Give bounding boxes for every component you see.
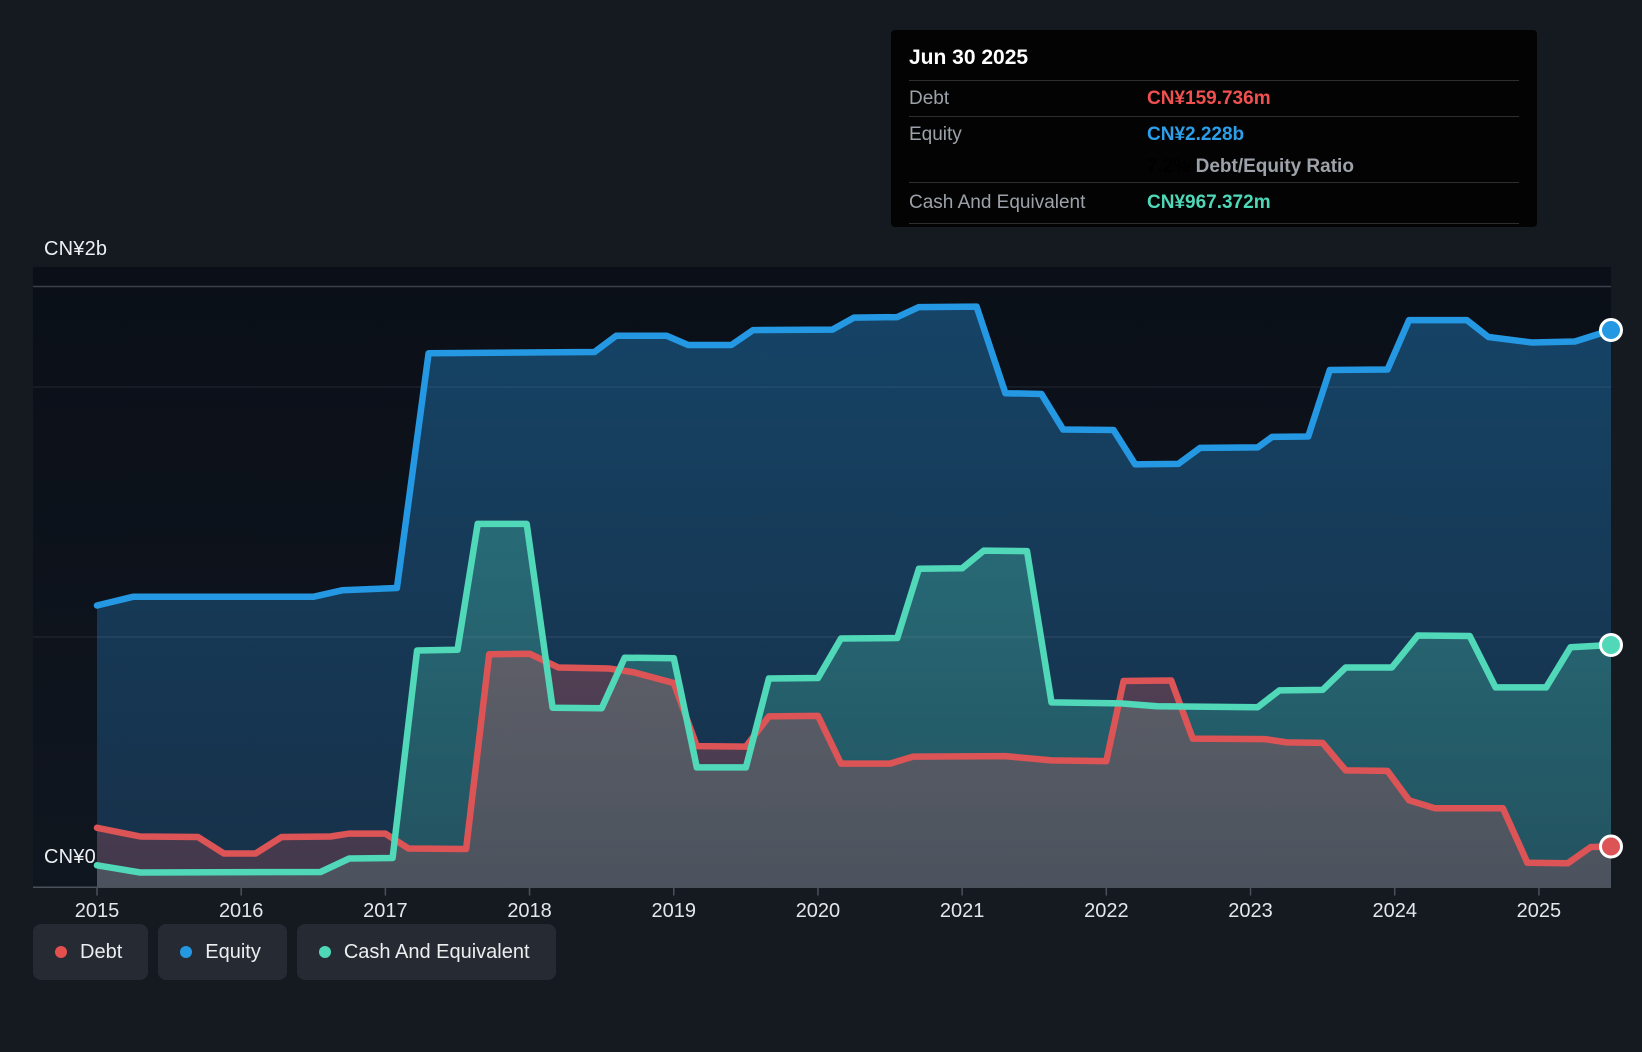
x-axis-labels: 2015 2016 2017 2018 2019 2020 2021 2022 2023 2024… xyxy=(0,900,1642,928)
debt-area xyxy=(97,653,1611,887)
cash-line xyxy=(93,520,1615,876)
x-tick-label-2020: 2020 xyxy=(795,900,841,922)
debt-end-marker xyxy=(1598,834,1623,859)
legend-cash-label: Cash And Equivalent xyxy=(343,940,530,963)
x-tick-label-2022: 2022 xyxy=(1084,900,1129,922)
tooltip-row-equity: Equity CN¥2.228b xyxy=(909,116,1519,152)
equity-end-marker xyxy=(1598,318,1623,343)
tooltip-row-ratio: 7.2% Debt/Equity Ratio xyxy=(909,152,1519,182)
y-axis-max-label: CN¥2b xyxy=(44,238,108,260)
tooltip-cash-value: CN¥967.372m xyxy=(1147,192,1271,213)
tooltip-row-cash: Cash And Equivalent CN¥967.372m xyxy=(909,182,1519,224)
x-tick-label-2025: 2025 xyxy=(1516,900,1562,922)
tooltip-ratio-value: 7.2% xyxy=(1147,156,1191,177)
chart-tooltip: Jun 30 2025 Debt CN¥159.736m Equity CN¥2… xyxy=(891,30,1537,227)
x-tick-label-2017: 2017 xyxy=(363,900,408,922)
legend-item-debt[interactable]: Debt xyxy=(33,924,149,980)
x-tick-label-2024: 2024 xyxy=(1372,900,1417,922)
tooltip-debt-label: Debt xyxy=(909,87,950,109)
y-axis-zero-label: CN¥0 xyxy=(44,846,96,868)
chart-legend: Debt Equity Cash And Equivalent xyxy=(33,924,556,980)
legend-equity-label: Equity xyxy=(205,940,261,963)
x-tick-label-2021: 2021 xyxy=(939,900,985,922)
tooltip-row-debt: Debt CN¥159.736m xyxy=(909,80,1519,116)
legend-item-cash[interactable]: Cash And Equivalent xyxy=(296,924,556,980)
tooltip-date: Jun 30 2025 xyxy=(909,46,1029,69)
x-tick-label-2019: 2019 xyxy=(651,900,697,922)
debt-line xyxy=(93,650,1615,867)
tooltip-debt-value: CN¥159.736m xyxy=(1147,87,1271,109)
x-tick-label-2016: 2016 xyxy=(218,900,264,922)
tooltip-equity-value: CN¥2.228b xyxy=(1147,123,1245,145)
legend-item-equity[interactable]: Equity xyxy=(158,924,287,980)
legend-debt-label: Debt xyxy=(80,940,123,963)
tooltip-equity-label: Equity xyxy=(909,123,962,145)
x-tick-label-2015: 2015 xyxy=(74,900,120,922)
x-tick-label-2018: 2018 xyxy=(507,900,552,922)
tooltip-ratio-label: Debt/Equity Ratio xyxy=(1195,156,1354,177)
debt-series-dot-icon xyxy=(55,946,67,958)
equity-line xyxy=(93,303,1615,609)
tooltip-cash-label: Cash And Equivalent xyxy=(909,192,1086,213)
cash-series-dot-icon xyxy=(318,946,331,958)
cash-end-marker xyxy=(1598,632,1623,657)
x-tick-label-2023: 2023 xyxy=(1228,900,1273,922)
equity-series-dot-icon xyxy=(180,946,193,958)
